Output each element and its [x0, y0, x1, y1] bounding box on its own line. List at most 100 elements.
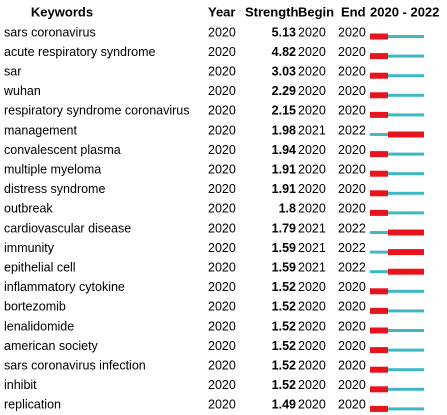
strength: 2.29 — [272, 84, 296, 98]
begin: 2020 — [298, 162, 326, 176]
timeline — [370, 289, 424, 293]
burst-bar — [370, 209, 388, 216]
end: 2020 — [338, 45, 366, 59]
begin: 2021 — [298, 260, 326, 274]
keyword: american society — [4, 339, 99, 353]
begin: 2020 — [298, 143, 326, 157]
begin: 2020 — [298, 378, 326, 392]
strength: 1.52 — [272, 280, 296, 294]
year: 2020 — [208, 319, 236, 333]
timeline — [370, 348, 424, 352]
keyword: cardiovascular disease — [4, 221, 131, 235]
strength: 1.52 — [272, 339, 296, 353]
strength: 1.79 — [272, 221, 296, 235]
strength: 1.94 — [272, 143, 296, 157]
timeline — [370, 407, 424, 411]
begin: 2020 — [298, 300, 326, 314]
keyword: immunity — [4, 241, 55, 255]
begin: 2020 — [298, 319, 326, 333]
begin: 2020 — [298, 182, 326, 196]
end: 2020 — [338, 319, 366, 333]
year: 2020 — [208, 358, 236, 372]
timeline — [370, 93, 424, 97]
end: 2020 — [338, 339, 366, 353]
year: 2020 — [208, 123, 236, 137]
year: 2020 — [208, 64, 236, 78]
year: 2020 — [208, 398, 236, 412]
year: 2020 — [208, 378, 236, 392]
burst-bar — [370, 190, 388, 197]
end: 2020 — [338, 398, 366, 412]
burst-bar — [388, 131, 424, 138]
begin: 2021 — [298, 221, 326, 235]
keyword: replication — [4, 398, 61, 412]
header-cell: Begin — [298, 4, 334, 19]
year: 2020 — [208, 182, 236, 196]
keyword: sars coronavirus infection — [4, 358, 146, 372]
year: 2020 — [208, 339, 236, 353]
keyword: distress syndrome — [4, 182, 105, 196]
keyword: sars coronavirus — [4, 25, 96, 39]
begin: 2020 — [298, 398, 326, 412]
year: 2020 — [208, 143, 236, 157]
keyword: multiple myeloma — [4, 162, 101, 176]
keyword: epithelial cell — [4, 260, 76, 274]
header-cell: Year — [208, 4, 235, 19]
strength: 1.91 — [272, 182, 296, 196]
year: 2020 — [208, 260, 236, 274]
keyword: lenalidomide — [4, 319, 74, 333]
keyword: bortezomib — [4, 300, 66, 314]
keyword: sar — [4, 64, 21, 78]
strength: 4.82 — [272, 45, 296, 59]
keyword: inflammatory cytokine — [4, 280, 125, 294]
timeline — [370, 309, 424, 313]
burst-bar — [370, 72, 388, 79]
begin: 2020 — [298, 202, 326, 216]
end: 2022 — [338, 260, 366, 274]
begin: 2020 — [298, 358, 326, 372]
keyword: respiratory syndrome coronavirus — [4, 104, 190, 118]
burst-bar — [388, 268, 424, 275]
timeline — [370, 113, 424, 117]
strength: 3.03 — [272, 64, 296, 78]
end: 2020 — [338, 182, 366, 196]
burst-bar — [370, 347, 388, 354]
end: 2020 — [338, 378, 366, 392]
timeline — [370, 74, 424, 78]
burst-bar — [370, 366, 388, 373]
burst-bar — [388, 249, 424, 256]
end: 2020 — [338, 104, 366, 118]
end: 2022 — [338, 123, 366, 137]
begin: 2020 — [298, 104, 326, 118]
end: 2020 — [338, 300, 366, 314]
year: 2020 — [208, 241, 236, 255]
header-cell: Keywords — [31, 4, 93, 19]
burst-bar — [370, 111, 388, 118]
timeline — [370, 54, 424, 58]
burst-bar — [370, 405, 388, 412]
strength: 1.52 — [272, 319, 296, 333]
keyword: acute respiratory syndrome — [4, 45, 156, 59]
burst-bar — [370, 386, 388, 393]
burst-bar — [388, 229, 424, 236]
timeline — [370, 211, 424, 215]
keyword: wuhan — [3, 84, 41, 98]
timeline — [370, 368, 424, 372]
timeline — [370, 329, 424, 332]
year: 2020 — [208, 202, 236, 216]
end: 2020 — [338, 358, 366, 372]
end: 2020 — [338, 280, 366, 294]
burst-bar — [370, 33, 388, 40]
end: 2020 — [338, 84, 366, 98]
end: 2020 — [338, 64, 366, 78]
year: 2020 — [208, 300, 236, 314]
burst-bar — [370, 307, 388, 314]
timeline — [370, 191, 424, 195]
begin: 2020 — [298, 64, 326, 78]
end: 2020 — [338, 162, 366, 176]
keyword: inhibit — [4, 378, 37, 392]
keyword: convalescent plasma — [4, 143, 121, 157]
burst-bar — [370, 170, 388, 177]
strength: 1.98 — [272, 123, 296, 137]
